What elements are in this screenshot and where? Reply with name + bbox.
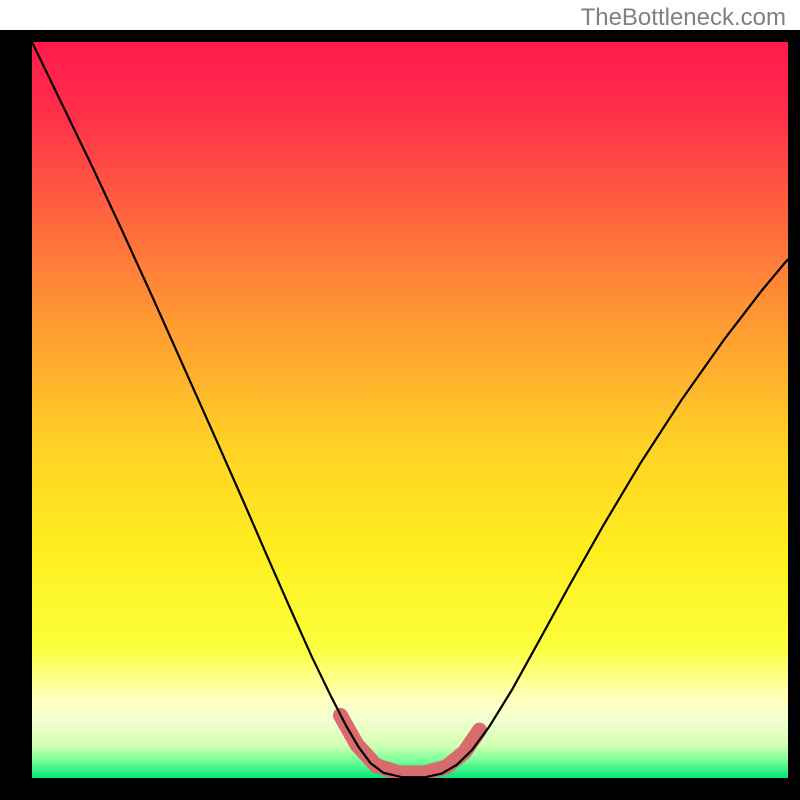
watermark-text: TheBottleneck.com (581, 4, 786, 32)
frame-left (0, 30, 32, 800)
bottleneck-curve (32, 42, 788, 777)
frame-top (0, 30, 800, 42)
chart-svg (32, 42, 788, 778)
frame-right (788, 30, 800, 800)
plot-area (32, 42, 788, 778)
frame-bottom (0, 778, 800, 800)
